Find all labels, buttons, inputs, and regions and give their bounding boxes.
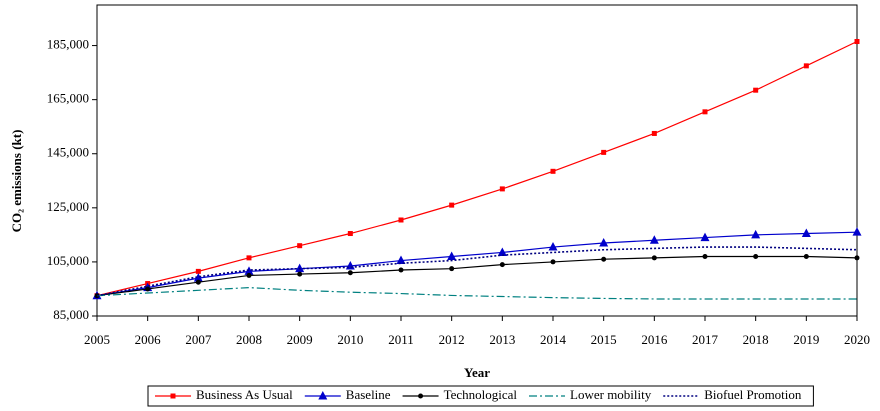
x-tick-label: 2005 [84, 332, 110, 347]
data-point [700, 232, 710, 242]
data-point [702, 254, 708, 260]
x-tick-label: 2012 [439, 332, 465, 347]
legend [147, 385, 814, 407]
x-tick-label: 2010 [337, 332, 363, 347]
legend-marker [418, 393, 424, 399]
data-point [499, 186, 505, 192]
series-line [96, 287, 857, 300]
x-tick-label: 2013 [489, 332, 515, 347]
data-point [195, 268, 201, 274]
legend-marker [318, 391, 328, 400]
x-tick-label: 2007 [185, 332, 212, 347]
data-point [803, 254, 809, 260]
legend-label: Technological [444, 387, 518, 402]
data-point [449, 202, 455, 208]
legend-marker [170, 393, 176, 399]
data-point [753, 254, 759, 260]
data-point [347, 270, 353, 276]
data-point [550, 168, 556, 174]
data-point [347, 231, 353, 237]
y-tick-label: 145,000 [47, 145, 89, 160]
data-point [396, 255, 406, 265]
data-point [852, 227, 862, 236]
x-tick-label: 2006 [135, 332, 162, 347]
series-line [96, 246, 858, 297]
series-line [96, 231, 858, 297]
data-point [497, 247, 507, 256]
data-point [447, 251, 457, 261]
x-tick-label: 2016 [641, 332, 668, 347]
x-tick-label: 2011 [388, 332, 414, 347]
x-tick-label: 2020 [844, 332, 870, 347]
y-axis-label: CO₂ emissions (kt) [9, 130, 24, 233]
data-point [145, 286, 151, 292]
series-line [96, 40, 858, 297]
y-tick-label: 85,000 [53, 307, 89, 322]
data-point [193, 273, 203, 282]
data-point [297, 243, 303, 249]
x-tick-label: 2019 [793, 332, 819, 347]
y-tick-label: 165,000 [47, 91, 89, 106]
legend-label: Biofuel Promotion [704, 387, 802, 402]
x-tick-label: 2009 [287, 332, 313, 347]
data-point [651, 130, 657, 136]
data-point [195, 279, 201, 285]
data-point [854, 255, 860, 261]
x-tick-label: 2015 [591, 332, 617, 347]
data-point [702, 109, 708, 115]
y-tick-label: 125,000 [47, 199, 89, 214]
data-point [398, 267, 404, 273]
data-point [601, 149, 607, 155]
legend-label: Baseline [346, 387, 391, 402]
data-point [499, 262, 505, 268]
y-tick-label: 185,000 [47, 37, 89, 52]
data-point [803, 63, 809, 69]
series-line [96, 255, 858, 297]
data-point [246, 255, 252, 261]
data-point [599, 237, 609, 247]
x-tick-label: 2018 [743, 332, 769, 347]
data-point [601, 256, 607, 262]
data-point [297, 271, 303, 277]
data-point [548, 242, 558, 251]
data-point [449, 266, 455, 272]
x-axis-label: Year [464, 365, 490, 380]
x-tick-label: 2008 [236, 332, 262, 347]
data-point [753, 87, 759, 93]
data-point [854, 39, 860, 45]
x-tick-label: 2014 [540, 332, 567, 347]
y-tick-label: 105,000 [47, 253, 89, 268]
legend-label: Business As Usual [196, 387, 293, 402]
data-point [246, 272, 252, 278]
x-tick-label: 2017 [692, 332, 719, 347]
data-point [651, 255, 657, 261]
legend-label: Lower mobility [570, 387, 652, 402]
data-point [801, 228, 811, 238]
data-point [550, 259, 556, 265]
data-point [398, 217, 404, 223]
plot-area [96, 4, 858, 317]
data-point [244, 266, 254, 275]
data-point [649, 235, 659, 244]
data-point [751, 229, 761, 239]
